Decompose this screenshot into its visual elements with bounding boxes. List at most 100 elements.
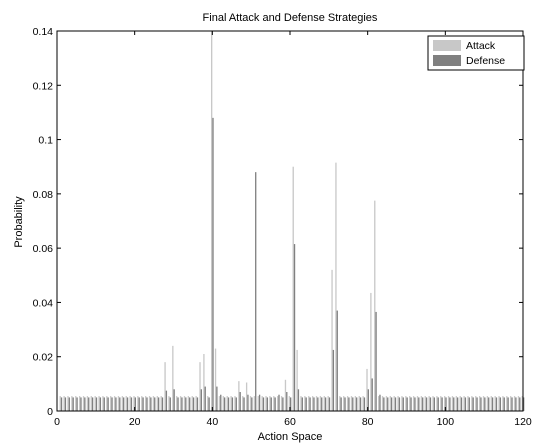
bar-attack (455, 396, 457, 411)
bar-defense (449, 397, 451, 411)
bar-attack (486, 396, 489, 411)
bar-attack (401, 396, 403, 411)
bar-defense (157, 397, 160, 411)
bar-attack (412, 396, 415, 411)
bar-attack (471, 396, 473, 411)
bar-defense (394, 397, 397, 411)
bar-attack (125, 396, 127, 411)
bar-defense (282, 397, 284, 411)
bar-defense (317, 397, 319, 411)
x-tick-label: 60 (284, 416, 296, 428)
bar-attack (199, 362, 201, 411)
bar-attack (63, 396, 65, 411)
bar-defense (387, 397, 389, 411)
bar-defense (251, 397, 253, 411)
bar-defense (76, 397, 78, 411)
bar-defense (445, 397, 447, 411)
bar-defense (309, 397, 311, 411)
bar-attack (277, 396, 279, 411)
y-tick-label: 0.02 (33, 352, 54, 364)
bar-attack (110, 396, 112, 411)
x-tick-label: 40 (206, 416, 218, 428)
bar-defense (142, 397, 144, 411)
y-axis-label: Probability (13, 196, 25, 248)
bar-attack (106, 396, 108, 411)
bar-defense (262, 397, 265, 411)
bar-defense (375, 311, 377, 411)
bar-defense (305, 397, 307, 411)
bar-defense (484, 397, 486, 411)
bar-attack (90, 396, 92, 411)
bar-defense (274, 397, 276, 411)
bar-attack (513, 396, 516, 411)
bar-defense (177, 397, 179, 411)
bar-defense (418, 397, 420, 411)
bar-defense (460, 397, 463, 411)
bar-attack (447, 396, 450, 411)
bar-attack (409, 396, 411, 411)
bar-defense (336, 310, 338, 411)
bar-defense (406, 397, 408, 411)
bar-defense (235, 397, 237, 411)
bar-defense (119, 397, 121, 411)
bar-attack (296, 349, 298, 411)
bar-attack (343, 396, 345, 411)
bar-attack (521, 396, 523, 411)
bar-attack (78, 396, 81, 411)
bar-attack (444, 396, 446, 411)
bar-defense (68, 397, 70, 411)
bar-defense (390, 397, 393, 411)
bar-attack (137, 396, 139, 411)
bar-defense (169, 397, 171, 411)
bar-defense (223, 397, 226, 411)
y-tick-label: 0.14 (33, 26, 54, 38)
bar-defense (286, 392, 288, 411)
bar-defense (196, 397, 199, 411)
bar-attack (478, 396, 481, 411)
bar-defense (437, 397, 439, 411)
bar-defense (367, 389, 369, 411)
bar-defense (126, 397, 129, 411)
bar-attack (354, 396, 357, 411)
bar-defense (499, 397, 502, 411)
bar-attack (498, 396, 500, 411)
bar-defense (216, 386, 218, 411)
bar-attack (378, 396, 380, 411)
bar-defense (356, 397, 358, 411)
bar-attack (428, 396, 430, 411)
legend-label-attack: Attack (466, 40, 496, 52)
bar-defense (80, 397, 82, 411)
legend-swatch-defense (433, 55, 461, 66)
bar-attack (211, 31, 213, 411)
bar-defense (344, 397, 346, 411)
bar-defense (379, 394, 381, 411)
bar-attack (311, 396, 314, 411)
bar-defense (371, 378, 373, 411)
bar-defense (324, 397, 327, 411)
bar-defense (150, 397, 152, 411)
bar-defense (383, 397, 385, 411)
bar-defense (161, 397, 164, 411)
bar-defense (220, 394, 222, 411)
bar-attack (94, 396, 96, 411)
bar-defense (503, 397, 505, 411)
bar-defense (185, 397, 187, 411)
bar-defense (511, 397, 513, 411)
bar-attack (152, 396, 155, 411)
bar-attack (265, 396, 267, 411)
bar-attack (238, 381, 240, 411)
bar-attack (482, 396, 485, 411)
bar-defense (515, 397, 517, 411)
bar-attack (389, 396, 391, 411)
bar-defense (290, 397, 292, 411)
bar-attack (374, 200, 376, 411)
bar-attack (327, 396, 329, 411)
y-tick-label: 0.04 (33, 297, 54, 309)
bar-attack (459, 396, 461, 411)
bar-defense (255, 172, 257, 411)
bar-defense (472, 397, 474, 411)
bar-defense (495, 397, 498, 411)
bar-defense (130, 397, 133, 411)
bar-attack (249, 396, 252, 411)
